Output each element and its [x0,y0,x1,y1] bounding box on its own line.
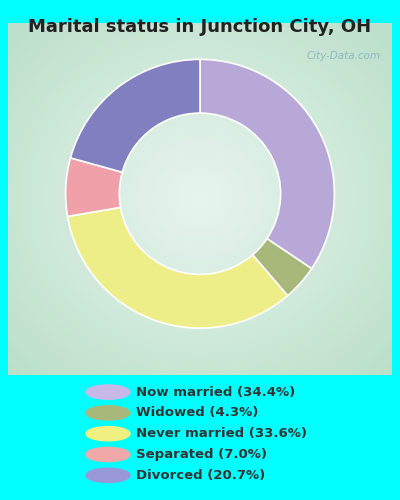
Text: Never married (33.6%): Never married (33.6%) [136,427,307,440]
Circle shape [86,426,130,441]
Circle shape [86,448,130,462]
Wedge shape [66,158,122,216]
Wedge shape [200,60,334,268]
Circle shape [86,406,130,420]
Wedge shape [68,208,288,328]
Text: Now married (34.4%): Now married (34.4%) [136,386,295,398]
Circle shape [86,385,130,399]
Wedge shape [70,60,200,172]
Text: Widowed (4.3%): Widowed (4.3%) [136,406,258,420]
Wedge shape [252,238,312,296]
Circle shape [86,468,130,482]
Text: Separated (7.0%): Separated (7.0%) [136,448,267,461]
Text: Divorced (20.7%): Divorced (20.7%) [136,469,265,482]
Text: City-Data.com: City-Data.com [306,50,380,60]
Text: Marital status in Junction City, OH: Marital status in Junction City, OH [28,18,372,36]
